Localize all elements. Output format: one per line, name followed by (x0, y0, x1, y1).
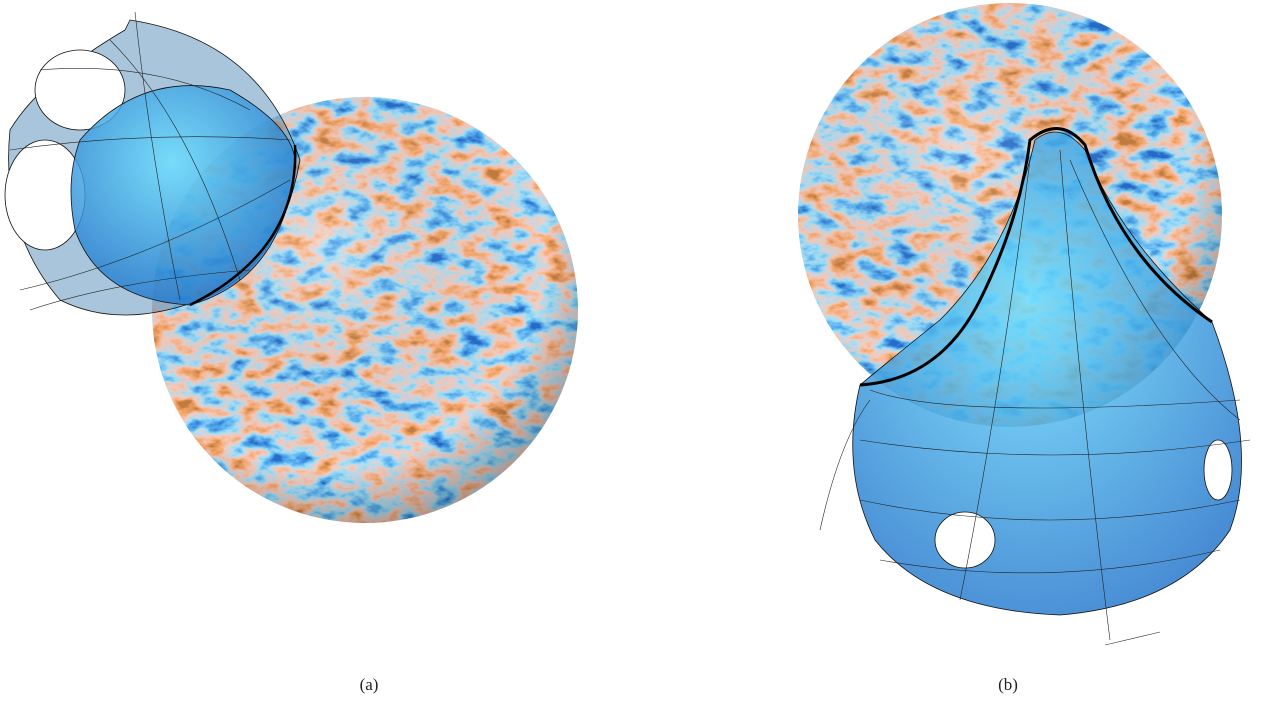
figure: (a) (b) (0, 0, 1286, 710)
hole (935, 512, 995, 568)
page: (a) (b) (() => { const data = JSON.parse… (0, 0, 1286, 710)
panel-a: (a) (5, 12, 580, 694)
panel-b: (b) (795, 0, 1250, 694)
hole (1204, 440, 1232, 500)
panel-label: (b) (998, 675, 1018, 694)
panel-label: (a) (360, 675, 379, 694)
